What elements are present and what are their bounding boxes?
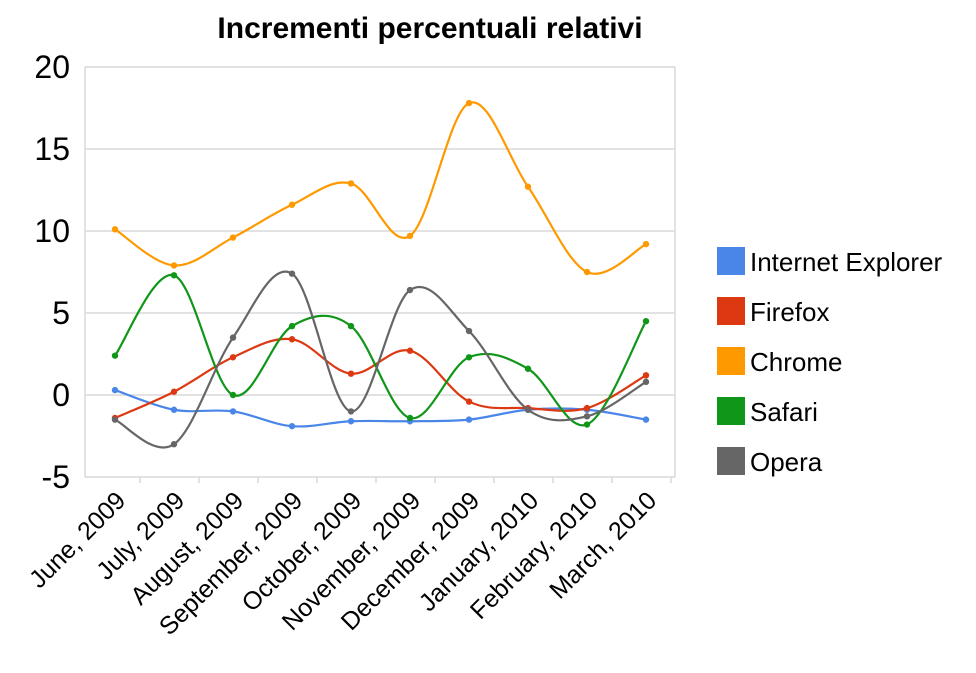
series-opera <box>111 270 650 449</box>
legend: Internet Explorer Firefox Chrome Safari Oper… <box>717 247 943 477</box>
data-point-chrome <box>170 262 178 269</box>
data-point-firefox <box>170 388 178 395</box>
data-point-opera <box>347 408 355 415</box>
data-point-internet-explorer <box>347 418 355 425</box>
series-line-opera <box>114 270 647 449</box>
data-point-chrome <box>524 183 532 190</box>
data-point-chrome <box>642 240 650 248</box>
data-point-safari <box>524 365 532 372</box>
y-tick-label: 15 <box>34 131 70 167</box>
series-line-chrome <box>114 101 647 275</box>
data-point-safari <box>642 318 650 325</box>
data-point-opera <box>170 441 178 448</box>
legend-label-internet-explorer: Internet Explorer <box>750 247 943 277</box>
data-point-firefox <box>229 354 237 361</box>
data-point-chrome <box>583 268 591 276</box>
data-point-firefox <box>583 404 591 412</box>
legend-label-opera: Opera <box>750 447 823 477</box>
data-point-firefox <box>347 370 355 377</box>
data-point-opera <box>465 327 473 335</box>
data-point-safari <box>347 322 355 330</box>
data-point-chrome <box>111 226 119 233</box>
legend-swatch-safari <box>717 397 745 425</box>
y-tick-label: 10 <box>34 213 70 249</box>
legend-label-chrome: Chrome <box>750 347 842 377</box>
legend-swatch-chrome <box>717 347 745 375</box>
legend-swatch-internet-explorer <box>717 247 745 275</box>
series-line-internet-explorer <box>114 389 647 428</box>
data-point-chrome <box>288 201 296 208</box>
series-lines <box>111 99 650 449</box>
data-point-opera <box>288 270 296 277</box>
legend-label-safari: Safari <box>750 397 818 427</box>
legend-swatch-opera <box>717 447 745 475</box>
y-tick-label: 0 <box>52 377 70 413</box>
data-point-internet-explorer <box>170 406 178 413</box>
series-line-safari <box>114 274 647 427</box>
y-tick-label: -5 <box>42 459 70 495</box>
data-point-internet-explorer <box>111 386 119 394</box>
series-internet-explorer <box>111 386 650 430</box>
data-point-chrome <box>465 99 473 107</box>
data-point-chrome <box>347 180 355 187</box>
data-point-internet-explorer <box>642 416 650 423</box>
data-point-firefox <box>465 398 473 405</box>
data-point-opera <box>524 406 532 413</box>
data-point-internet-explorer <box>465 416 473 423</box>
data-point-safari <box>406 414 414 422</box>
data-point-firefox <box>406 347 414 354</box>
data-point-safari <box>465 354 473 361</box>
data-point-opera <box>229 334 237 341</box>
chart-title: Incrementi percentuali relativi <box>217 12 642 45</box>
data-point-chrome <box>229 234 237 241</box>
data-point-safari <box>111 352 119 359</box>
y-axis-ticks: 20 15 10 5 0 -5 <box>34 49 70 495</box>
legend-swatch-firefox <box>717 297 745 325</box>
data-point-safari <box>229 391 237 399</box>
data-point-internet-explorer <box>288 422 296 430</box>
data-point-firefox <box>642 372 650 379</box>
gridlines <box>84 66 676 478</box>
series-safari <box>111 272 650 428</box>
data-point-safari <box>288 322 296 330</box>
data-point-internet-explorer <box>229 408 237 415</box>
y-tick-label: 5 <box>52 295 70 331</box>
y-tick-label: 20 <box>34 49 70 85</box>
legend-label-firefox: Firefox <box>750 297 829 327</box>
data-point-chrome <box>406 232 414 240</box>
data-point-opera <box>642 378 650 386</box>
data-point-safari <box>170 272 178 279</box>
data-point-firefox <box>288 336 296 343</box>
series-chrome <box>111 99 650 276</box>
data-point-opera <box>111 416 119 423</box>
data-point-opera <box>406 286 414 294</box>
data-point-opera <box>583 413 591 420</box>
data-point-safari <box>583 421 591 428</box>
